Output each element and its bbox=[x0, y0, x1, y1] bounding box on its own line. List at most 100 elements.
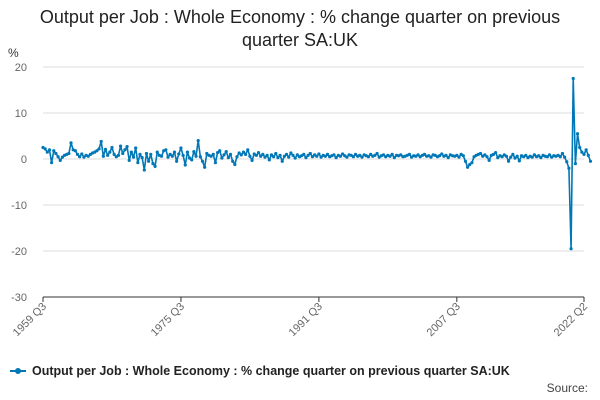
data-point bbox=[147, 159, 151, 163]
y-tick-label: 10 bbox=[15, 108, 27, 120]
data-point bbox=[58, 158, 62, 162]
data-point bbox=[524, 153, 528, 157]
data-point bbox=[351, 155, 355, 159]
data-point bbox=[52, 149, 56, 153]
data-point bbox=[45, 150, 49, 154]
data-point bbox=[237, 151, 241, 155]
data-point bbox=[261, 152, 265, 156]
data-point bbox=[582, 152, 586, 156]
data-point bbox=[470, 161, 474, 165]
y-tick-label: -20 bbox=[11, 246, 27, 258]
data-point bbox=[461, 154, 465, 158]
data-point bbox=[67, 151, 71, 156]
data-point bbox=[399, 153, 403, 157]
legend-label: Output per Job : Whole Economy : % chang… bbox=[32, 364, 510, 378]
data-point bbox=[131, 155, 136, 159]
data-point bbox=[224, 150, 228, 154]
data-point bbox=[129, 150, 133, 154]
data-point bbox=[457, 155, 461, 159]
legend-swatch bbox=[10, 368, 26, 374]
data-point bbox=[125, 144, 129, 149]
data-point bbox=[487, 158, 491, 162]
series-line bbox=[42, 77, 592, 250]
data-point bbox=[341, 152, 345, 156]
data-point bbox=[515, 154, 519, 158]
data-point bbox=[121, 151, 125, 156]
chart-title: Output per Job : Whole Economy : % chang… bbox=[39, 7, 561, 50]
data-point bbox=[106, 153, 110, 157]
data-point bbox=[496, 156, 500, 160]
data-point bbox=[530, 155, 534, 159]
data-point bbox=[375, 151, 379, 156]
data-point bbox=[190, 158, 194, 162]
data-point bbox=[187, 156, 192, 160]
data-point bbox=[213, 161, 218, 165]
data-point bbox=[289, 151, 293, 155]
data-point bbox=[60, 155, 64, 159]
data-point bbox=[358, 153, 362, 157]
data-point bbox=[144, 151, 149, 156]
data-point bbox=[466, 165, 470, 169]
data-point bbox=[86, 154, 90, 158]
data-point bbox=[170, 154, 174, 158]
y-unit-label: % bbox=[8, 46, 19, 60]
data-point bbox=[506, 159, 511, 163]
data-point bbox=[54, 151, 58, 156]
data-point bbox=[558, 155, 562, 159]
data-point bbox=[565, 160, 569, 164]
data-point bbox=[276, 156, 280, 160]
data-point bbox=[75, 152, 80, 156]
data-point bbox=[513, 156, 517, 160]
data-point bbox=[588, 159, 593, 163]
data-point bbox=[209, 154, 213, 158]
data-point bbox=[181, 153, 185, 157]
data-point bbox=[304, 156, 308, 160]
data-point bbox=[569, 247, 573, 251]
data-point bbox=[69, 141, 73, 145]
data-point bbox=[478, 151, 483, 156]
data-point bbox=[134, 146, 138, 150]
data-point bbox=[295, 153, 299, 157]
data-point bbox=[95, 149, 99, 153]
data-point bbox=[532, 153, 537, 157]
data-point bbox=[175, 159, 179, 163]
data-point bbox=[97, 147, 101, 151]
data-point bbox=[284, 152, 289, 156]
data-point bbox=[580, 150, 584, 154]
data-point bbox=[231, 159, 235, 163]
data-point bbox=[455, 153, 459, 157]
data-point bbox=[407, 152, 412, 156]
data-point bbox=[103, 147, 108, 151]
x-tick-label: 2007 Q3 bbox=[425, 301, 463, 339]
x-tick-label: 1975 Q3 bbox=[149, 301, 187, 339]
data-point bbox=[215, 150, 220, 155]
data-point bbox=[539, 156, 543, 160]
data-point bbox=[381, 153, 386, 157]
data-point bbox=[108, 150, 112, 154]
data-point bbox=[235, 155, 239, 159]
data-point bbox=[567, 166, 571, 170]
data-point bbox=[392, 156, 396, 160]
data-point bbox=[373, 153, 377, 157]
data-point bbox=[545, 155, 549, 159]
data-point bbox=[244, 152, 248, 156]
data-point bbox=[246, 148, 250, 152]
data-point bbox=[422, 152, 427, 156]
data-point bbox=[390, 152, 394, 156]
data-point bbox=[494, 150, 498, 155]
data-point bbox=[416, 153, 420, 157]
data-point bbox=[345, 155, 349, 159]
data-point bbox=[140, 156, 144, 160]
data-point bbox=[500, 155, 504, 159]
data-point bbox=[153, 164, 157, 168]
gridlines bbox=[43, 66, 584, 252]
data-point bbox=[483, 153, 487, 157]
data-point bbox=[319, 155, 323, 159]
data-point bbox=[101, 154, 105, 158]
data-point bbox=[233, 162, 237, 167]
data-point bbox=[256, 150, 261, 155]
data-point bbox=[325, 152, 330, 156]
data-point bbox=[164, 148, 168, 152]
